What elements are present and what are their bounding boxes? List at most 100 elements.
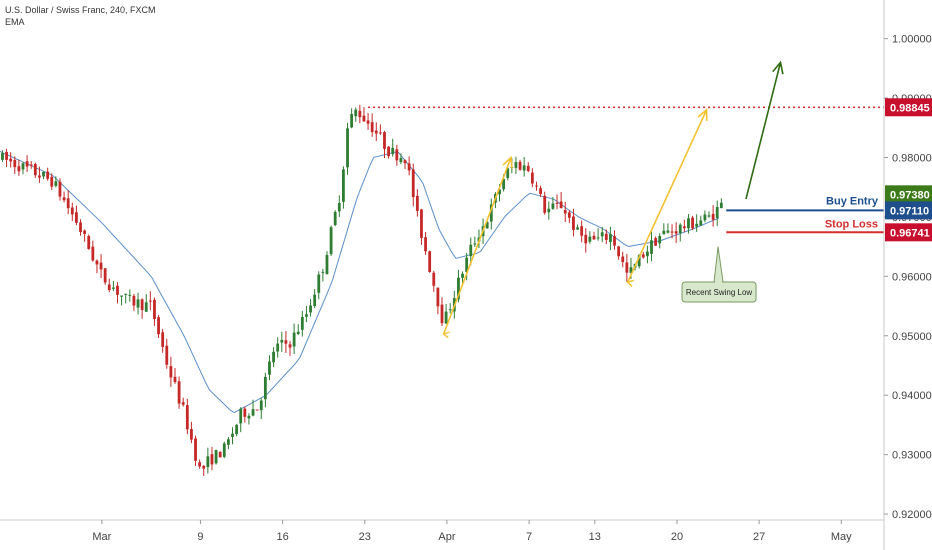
candle-body — [194, 438, 197, 461]
candle-body — [38, 175, 41, 178]
stop-price-tag-text: 0.96741 — [890, 227, 930, 239]
candle-body — [637, 255, 641, 267]
candle-body — [54, 181, 58, 186]
price-tick-label: 0.92000 — [892, 509, 932, 521]
candle-body — [25, 161, 29, 167]
candle-body — [596, 237, 600, 239]
buy-entry-label: Buy Entry — [826, 195, 879, 207]
candle-body — [502, 178, 506, 190]
candle-body — [654, 238, 658, 246]
candle-body — [153, 299, 156, 319]
candle-body — [263, 376, 267, 400]
buy-price-tag-text: 0.97110 — [890, 205, 929, 217]
candle-body — [313, 294, 317, 306]
candle-body — [650, 240, 653, 254]
candle-body — [592, 235, 596, 240]
candle-body — [210, 454, 214, 465]
candle-body — [190, 428, 193, 440]
candle-body — [444, 311, 448, 324]
chart-symbol-title: U.S. Dollar / Swiss Franc, 240, FXCM — [5, 5, 156, 15]
candle-body — [457, 277, 460, 300]
candle-body — [218, 452, 222, 458]
candle-body — [674, 231, 678, 234]
time-tick-label: 7 — [526, 531, 532, 543]
candle-body — [707, 215, 711, 217]
time-tick-label: Apr — [438, 531, 455, 543]
candle-body — [272, 351, 275, 363]
candle-body — [9, 158, 13, 162]
candle-body — [629, 267, 633, 273]
candle-body — [703, 214, 707, 221]
candle-body — [588, 236, 592, 242]
candle-body — [87, 235, 91, 250]
candle-body — [391, 147, 395, 155]
candle-body — [70, 207, 74, 215]
candle-body — [337, 203, 341, 212]
candle-body — [124, 293, 128, 295]
candle-body — [214, 450, 218, 464]
candle-body — [79, 222, 82, 232]
candle-body — [711, 213, 715, 220]
candle-body — [198, 462, 202, 467]
candle-body — [300, 316, 304, 330]
projection-arrow-head — [697, 108, 708, 121]
candle-body — [461, 273, 464, 278]
candle-body — [140, 299, 144, 310]
candle-body — [161, 332, 165, 347]
candle-body — [374, 130, 378, 134]
candle-body — [111, 287, 115, 289]
price-tick-label: 0.94000 — [892, 390, 932, 402]
candle-body — [617, 246, 621, 257]
candle-body — [584, 234, 588, 244]
candle-body — [551, 203, 555, 209]
candle-body — [226, 439, 230, 445]
candle-body — [251, 409, 255, 416]
candle-body — [157, 317, 160, 335]
candle-body — [91, 246, 95, 261]
candle-body — [173, 376, 177, 383]
candle-body — [559, 201, 563, 209]
candle-body — [276, 343, 280, 352]
candle-body — [469, 244, 473, 257]
candle-body — [645, 251, 649, 257]
candle-body — [604, 233, 608, 240]
candle-body — [296, 331, 300, 335]
candle-body — [687, 218, 690, 229]
resistance-price-tag — [885, 98, 932, 117]
candle-body — [75, 212, 78, 223]
candle-body — [1, 153, 4, 160]
candle-body — [539, 188, 542, 195]
candle-body — [506, 168, 510, 178]
candle-body — [329, 227, 333, 255]
swing-low-pointer — [713, 246, 724, 283]
candle-body — [333, 211, 337, 226]
candle-body — [526, 165, 530, 171]
candle-body — [305, 314, 308, 317]
candle-body — [165, 345, 169, 365]
last-price-tag — [885, 185, 932, 204]
candle-body — [666, 230, 670, 233]
candle-body — [346, 128, 349, 168]
time-tick-label: 20 — [671, 531, 683, 543]
candle-body — [284, 340, 288, 344]
candle-body — [691, 217, 694, 229]
candle-body — [518, 161, 522, 170]
projection-arrow-base — [442, 331, 450, 339]
candle-body — [399, 158, 403, 163]
candle-body — [350, 114, 354, 128]
candle-body — [682, 226, 686, 229]
target-arrow — [745, 62, 782, 200]
candle-body — [95, 260, 99, 265]
candle-body — [522, 165, 526, 171]
candle-body — [259, 400, 263, 411]
candle-body — [514, 162, 518, 168]
time-tick-label: May — [831, 531, 852, 543]
candle-body — [613, 236, 616, 246]
candle-body — [206, 456, 210, 468]
candle-body — [116, 285, 119, 295]
candle-body — [185, 405, 189, 430]
candle-body — [99, 262, 103, 270]
time-tick-label: Mar — [92, 531, 111, 543]
